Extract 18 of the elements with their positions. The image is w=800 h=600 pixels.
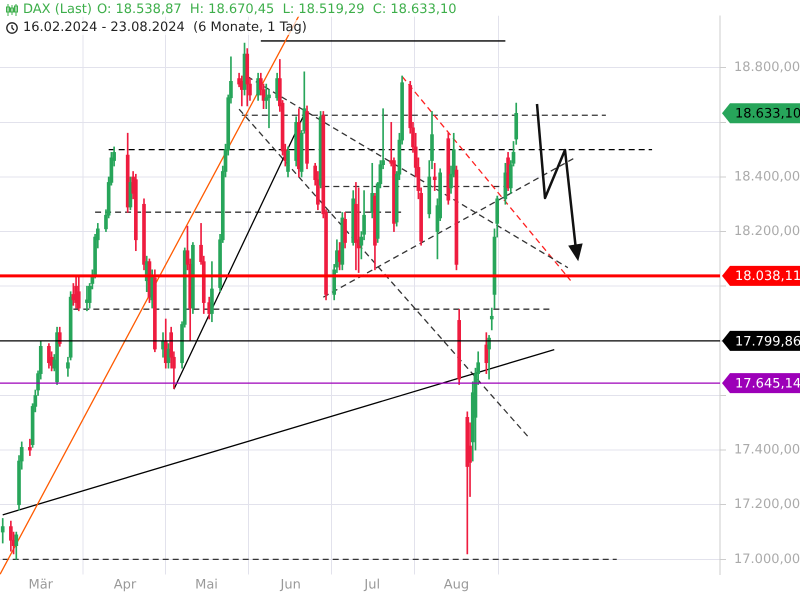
ref-line-label: 18.038,11 xyxy=(735,269,800,284)
x-tick-label: Mär xyxy=(28,578,54,593)
y-tick-label: 18.400,00 xyxy=(734,169,800,184)
x-tick-label: Jul xyxy=(363,578,380,593)
y-tick-label: 17.000,00 xyxy=(734,552,800,567)
y-tick-label: 18.800,00 xyxy=(734,60,800,76)
y-tick-label: 18.200,00 xyxy=(734,224,800,239)
x-tick-label: Aug xyxy=(444,578,470,593)
x-tick-label: Jun xyxy=(280,578,301,593)
chart-subtitle: O: 18.538,87 H: 18.670,45 L: 18.519,29 C: 18.633,10 xyxy=(96,2,457,17)
y-tick-label: 17.400,00 xyxy=(734,442,800,458)
y-tick-label: 17.200,00 xyxy=(734,497,800,512)
x-tick-label: Mai xyxy=(195,578,218,593)
text: 18.633,10 xyxy=(735,106,800,122)
annotation: 16.02.2024 - 23.08.2024 (6 Monate, 1 Tag) xyxy=(23,20,307,35)
x-tick-label: Apr xyxy=(114,578,137,593)
chart-title: DAX (Last) xyxy=(23,2,92,17)
ref-line-label: 17.799,86 xyxy=(735,334,800,350)
